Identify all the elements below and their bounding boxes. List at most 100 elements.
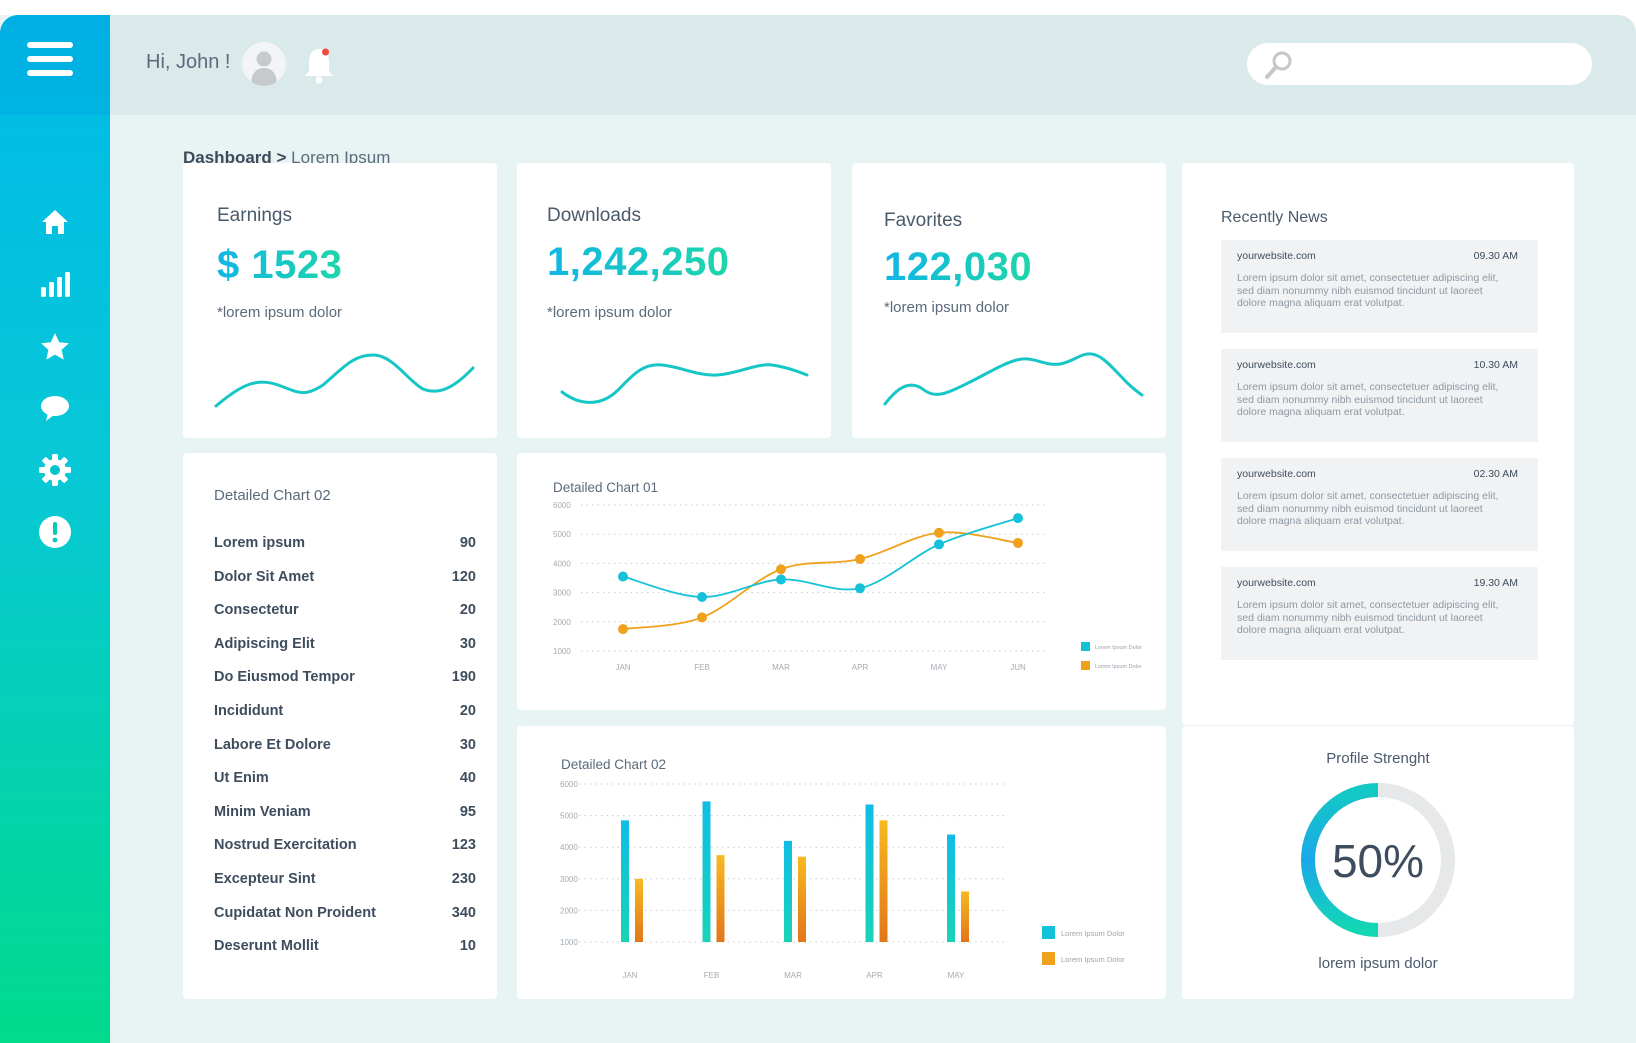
- alert-icon: [39, 516, 71, 548]
- line-chart: 1000 2000 3000 4000 5000 6000 JAN FEB MAR APR MAY J…: [553, 501, 1142, 672]
- news-time: 19.30 AM: [1473, 577, 1518, 589]
- sidebar-item-favorites[interactable]: [0, 322, 110, 372]
- bar-chart-card: Detailed Chart 02 1000 2000 3000 4000 5000 60…: [517, 726, 1166, 999]
- list-item-label: Deserunt Mollit: [214, 938, 319, 955]
- news-source: yourwebsite.com: [1237, 577, 1316, 589]
- sidebar-item-home[interactable]: [0, 197, 110, 247]
- earnings-value: $ 1523: [217, 243, 343, 287]
- ring-progress: [1301, 783, 1379, 937]
- favorites-note: *lorem ipsum dolor: [884, 299, 1010, 316]
- list-item-value: 95: [459, 803, 476, 820]
- data-point: [697, 591, 707, 602]
- news-item[interactable]: yourwebsite.com 10.30 AM Lorem ipsum dol…: [1221, 349, 1538, 442]
- data-point: [934, 527, 944, 538]
- bar-chart-title: Detailed Chart 02: [561, 757, 667, 772]
- search-input[interactable]: [1307, 51, 1581, 79]
- list-item-label: Consectetur: [214, 602, 299, 619]
- x-tick-label: JAN: [615, 663, 630, 672]
- x-tick-label: MAY: [948, 971, 965, 980]
- news-item[interactable]: yourwebsite.com 19.30 AM Lorem ipsum dol…: [1221, 567, 1538, 660]
- data-point: [855, 583, 865, 594]
- sidebar-item-settings[interactable]: [0, 445, 110, 495]
- sidebar-header: [0, 15, 110, 115]
- gear-icon: [39, 454, 71, 486]
- favorites-card: Favorites 122,030 *lorem ipsum dolor: [852, 163, 1166, 438]
- sidebar-item-analytics[interactable]: [0, 260, 110, 310]
- news-source: yourwebsite.com: [1237, 359, 1316, 371]
- downloads-sparkline: [560, 363, 809, 404]
- x-tick-label: MAR: [784, 971, 802, 980]
- menu-line: [27, 56, 73, 62]
- profile-percentage: 50%: [1331, 835, 1425, 887]
- list-item: Deserunt Mollit 10: [214, 938, 476, 972]
- news-card: Recently News yourwebsite.com 09.30 AM L…: [1182, 163, 1574, 725]
- menu-line: [27, 70, 73, 76]
- series-line: [622, 517, 1019, 598]
- sidebar-item-alerts[interactable]: [0, 507, 110, 557]
- y-tick-label: 3000: [560, 875, 578, 884]
- list-item-value: 20: [459, 702, 476, 719]
- breadcrumb-current: Lorem Ipsum: [291, 148, 391, 167]
- profile-card: Profile Strenght 50% lorem ipsum dolor: [1182, 726, 1574, 999]
- bar: [621, 820, 629, 942]
- list-item-value: 20: [459, 602, 476, 619]
- list-item: Ut Enim 40: [214, 770, 476, 804]
- profile-ring: [1301, 783, 1455, 937]
- favorites-sparkline: [883, 352, 1144, 406]
- list-item-value: 30: [459, 736, 476, 753]
- downloads-note: *lorem ipsum dolor: [547, 304, 673, 321]
- earnings-note: *lorem ipsum dolor: [217, 304, 343, 321]
- x-tick-label: FEB: [704, 971, 720, 980]
- data-point: [855, 554, 865, 565]
- legend-label: Lorem Ipsum Dolor: [1061, 955, 1125, 964]
- news-item[interactable]: yourwebsite.com 02.30 AM Lorem ipsum dol…: [1221, 458, 1538, 551]
- y-tick-label: 4000: [553, 559, 571, 568]
- bar-chart: 1000 2000 3000 4000 5000 6000 JAN FEB MAR APR MAY L…: [560, 780, 1125, 980]
- list-item-label: Cupidatat Non Proident: [214, 904, 376, 921]
- y-tick-label: 1000: [560, 938, 578, 947]
- y-tick-label: 2000: [553, 618, 571, 627]
- list-item-label: Labore Et Dolore: [214, 736, 331, 753]
- favorites-title: Favorites: [884, 210, 963, 231]
- list-item-value: 10: [459, 938, 476, 955]
- list-item: Do Eiusmod Tempor 190: [214, 669, 476, 703]
- list-item-label: Do Eiusmod Tempor: [214, 669, 355, 686]
- list-item-value: 340: [451, 904, 476, 921]
- list-item: Excepteur Sint 230: [214, 871, 476, 905]
- y-tick-label: 4000: [560, 843, 578, 852]
- news-item[interactable]: yourwebsite.com 09.30 AM Lorem ipsum dol…: [1221, 240, 1538, 333]
- line-chart-title: Detailed Chart 01: [553, 480, 659, 495]
- breadcrumb-root[interactable]: Dashboard: [183, 148, 272, 167]
- y-tick-label: 6000: [553, 501, 571, 510]
- avatar[interactable]: [242, 42, 286, 86]
- news-body: Lorem ipsum dolor sit amet, consectetuer…: [1237, 272, 1499, 309]
- list-item-value: 40: [459, 770, 476, 787]
- legend-swatch: [1042, 926, 1055, 939]
- news-time: 09.30 AM: [1473, 250, 1518, 262]
- line-chart-card: Detailed Chart 01 1000 2000 3000 4000 5000 60…: [517, 453, 1166, 710]
- bar: [865, 804, 874, 942]
- data-point: [1013, 513, 1023, 524]
- notifications-button[interactable]: [302, 45, 336, 90]
- list-item-label: Dolor Sit Amet: [214, 568, 315, 585]
- menu-line: [27, 42, 73, 48]
- list-item: Labore Et Dolore 30: [214, 737, 476, 771]
- app-frame: Hi, John ! Dashboard > Lorem Ipsum Earni…: [0, 15, 1636, 1043]
- x-tick-label: APR: [852, 663, 869, 672]
- list-item-label: Nostrud Exercitation: [214, 837, 357, 854]
- profile-note: lorem ipsum dolor: [1318, 955, 1438, 972]
- legend-swatch: [1081, 661, 1090, 670]
- search-bar[interactable]: [1247, 43, 1592, 85]
- favorites-value: 122,030: [884, 245, 1033, 289]
- legend-swatch: [1042, 952, 1055, 965]
- list-item-label: Excepteur Sint: [214, 870, 316, 887]
- bar: [798, 856, 806, 942]
- hamburger-menu-button[interactable]: [27, 42, 73, 82]
- detail-list: Lorem ipsum 90 Dolor Sit Amet 120 Consectetu…: [214, 535, 476, 972]
- sidebar: [0, 15, 110, 1043]
- list-item: Nostrud Exercitation 123: [214, 837, 476, 871]
- data-point: [1013, 537, 1023, 548]
- sidebar-item-messages[interactable]: [0, 383, 110, 433]
- user-icon: [251, 51, 277, 86]
- y-tick-label: 1000: [553, 647, 571, 656]
